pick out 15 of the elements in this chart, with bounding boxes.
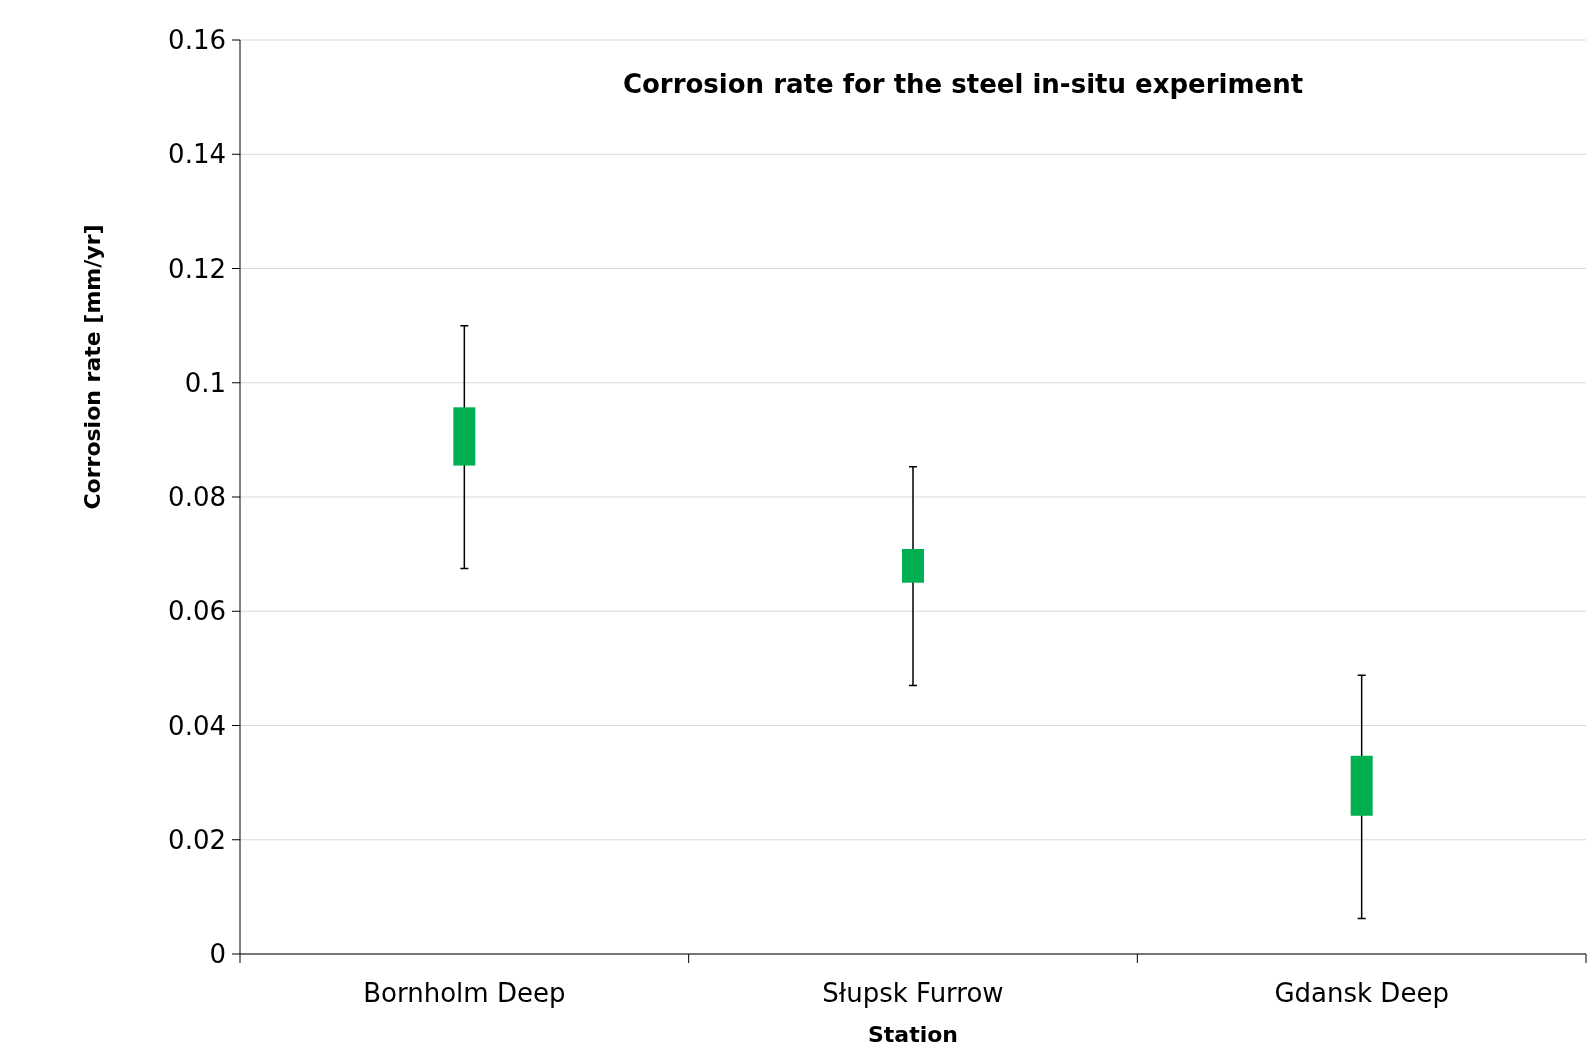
y-tick-label: 0.14 — [168, 139, 226, 170]
y-tick-label: 0.16 — [168, 25, 226, 56]
y-tick-label: 0.1 — [184, 367, 226, 398]
x-tick-label: Gdansk Deep — [1274, 978, 1449, 1008]
y-axis-title: Corrosion rate [mm/yr] — [80, 224, 105, 510]
y-tick-label: 0.12 — [168, 253, 226, 284]
text: Corrosion rate for the steel in-situ experiment — [622, 69, 1304, 99]
x-tick-label: Słupsk Furrow — [822, 978, 1004, 1008]
y-tick-label: 0.04 — [168, 710, 226, 741]
y-tick-label: 0.06 — [168, 596, 226, 627]
x-tick-label: Bornholm Deep — [363, 978, 566, 1008]
y-tick-label: 0 — [209, 939, 226, 970]
y-tick-label: 0.08 — [168, 482, 226, 513]
x-axis-title: Station — [867, 1022, 959, 1047]
y-tick-label: 0.02 — [168, 824, 226, 855]
